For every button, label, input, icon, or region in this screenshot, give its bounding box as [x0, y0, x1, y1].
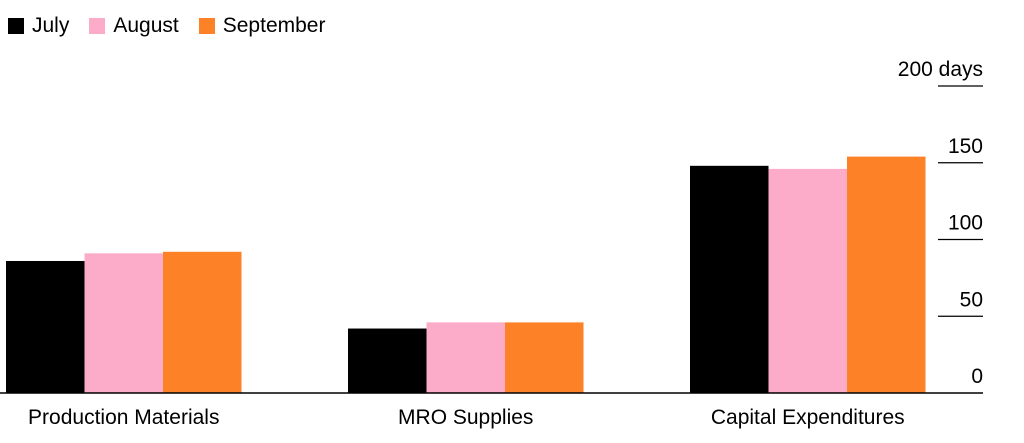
- legend-label-july: July: [32, 14, 70, 37]
- x-category-label-2: Capital Expenditures: [711, 406, 905, 429]
- y-tick-label-200: 200 days: [898, 58, 983, 81]
- legend-label-september: September: [222, 14, 326, 37]
- bar-july-0: [6, 260, 85, 393]
- legend-label-august: August: [113, 14, 179, 37]
- legend-swatch-august: [89, 18, 106, 34]
- y-tick-label-150: 150: [948, 135, 983, 158]
- bar-september-1: [505, 322, 584, 393]
- legend-item-july: July: [8, 14, 69, 38]
- bar-august-2: [768, 168, 847, 393]
- x-category-label-1: MRO Supplies: [398, 406, 533, 429]
- chart-legend: July August September: [8, 14, 325, 38]
- bar-september-2: [847, 156, 926, 393]
- bar-july-1: [348, 328, 427, 393]
- y-tick-label-100: 100: [948, 212, 983, 235]
- y-tick-label-50: 50: [960, 288, 983, 311]
- bar-september-0: [163, 251, 242, 393]
- legend-item-september: September: [198, 14, 326, 38]
- bar-july-2: [690, 165, 769, 393]
- legend-swatch-july: [8, 18, 24, 34]
- bar-august-0: [84, 253, 163, 393]
- bar-august-1: [426, 322, 505, 393]
- y-tick-label-0: 0: [971, 365, 983, 388]
- x-category-label-0: Production Materials: [28, 406, 219, 429]
- legend-item-august: August: [89, 14, 179, 38]
- legend-swatch-september: [198, 18, 215, 34]
